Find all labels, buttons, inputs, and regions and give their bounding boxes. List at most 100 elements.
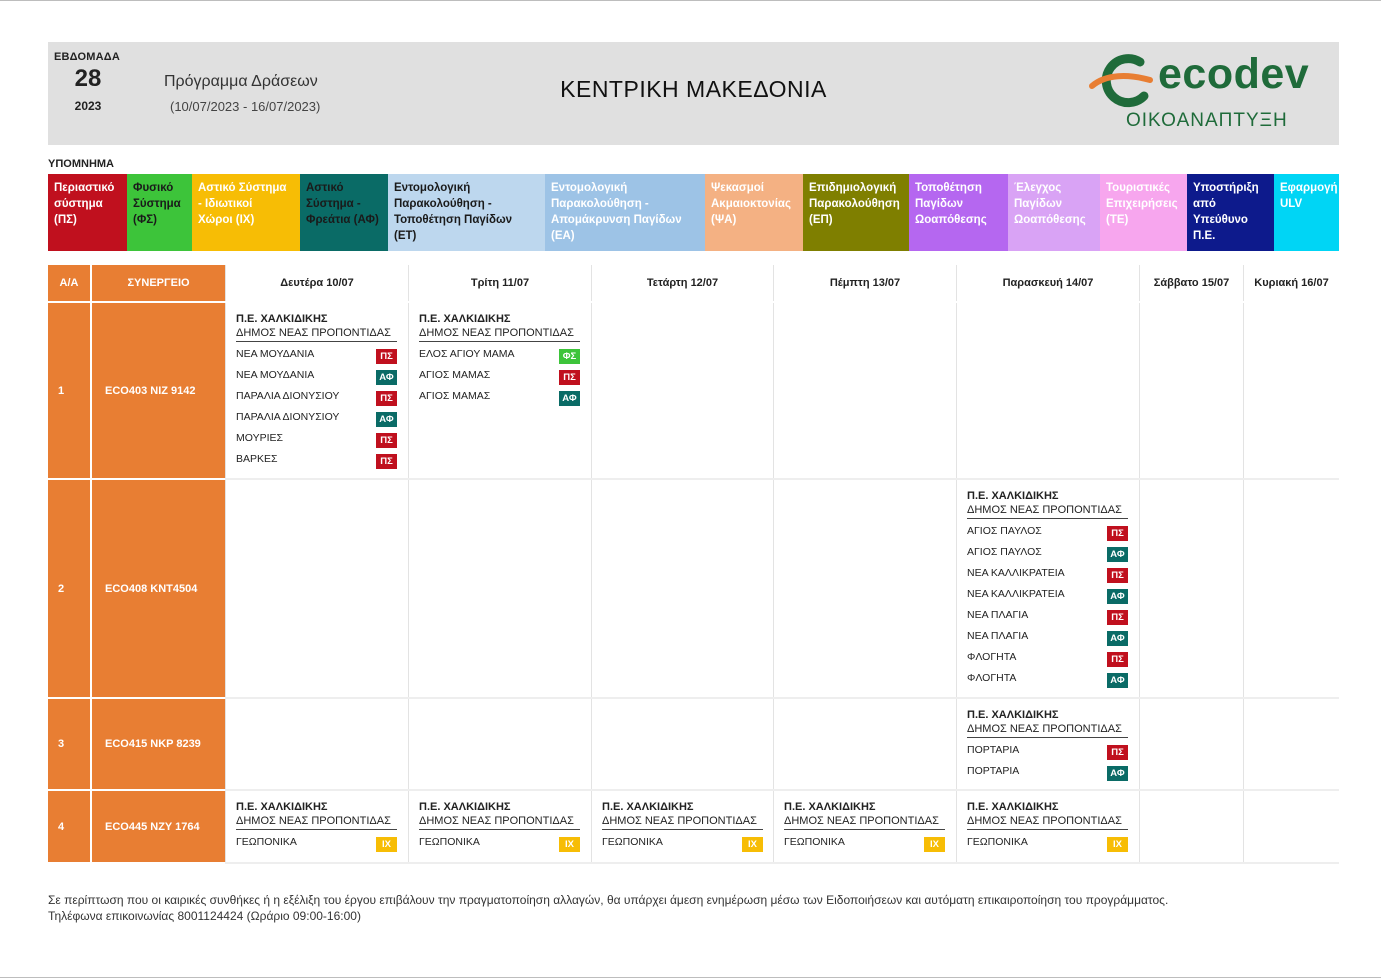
location-entry: ΦΛΟΓΗΤΑ ΠΣ: [967, 651, 1128, 672]
activity-block: Π.Ε. ΧΑΛΚΙΔΙΚΗΣ ΔΗΜΟΣ ΝΕΑΣ ΠΡΟΠΟΝΤΙΔΑΣ ΝΕΑ…: [236, 313, 397, 474]
legend-item-label: Ψεκασμοί: [711, 182, 764, 194]
location-name: ΝΕΑ ΚΑΛΛΙΚΡΑΤΕΙΑ: [967, 567, 1065, 579]
legend-item-label: Χώροι (ΙΧ): [198, 214, 255, 226]
system-badge: ΙΧ: [742, 837, 763, 852]
legend-item-label: Παγίδων: [1014, 198, 1063, 210]
system-badge: ΑΦ: [1107, 673, 1128, 688]
day-cell: [773, 699, 956, 789]
row-number: 1: [48, 303, 90, 478]
legend-item: Εντομολογική Παρακολούθηση - Απομάκρυνση Π…: [545, 174, 705, 251]
system-badge: ΑΦ: [1107, 589, 1128, 604]
legend-item-label: (ΕΠ): [809, 214, 833, 226]
day-cell: Π.Ε. ΧΑΛΚΙΔΙΚΗΣ ΔΗΜΟΣ ΝΕΑΣ ΠΡΟΠΟΝΤΙΔΑΣ ΝΕΑ…: [225, 303, 408, 478]
legend-item: Τουριστικές Επιχειρήσεις (ΤΕ): [1100, 174, 1187, 251]
day-cell: [773, 480, 956, 697]
legend-item-label: Παρακολούθηση -: [394, 198, 492, 210]
day-cell: [1139, 303, 1243, 478]
location-name: ΦΛΟΓΗΤΑ: [967, 651, 1017, 663]
program-title: Πρόγραμμα Δράσεων: [164, 73, 318, 90]
system-badge: ΠΣ: [1107, 745, 1128, 760]
prefecture-label: Π.Ε. ΧΑΛΚΙΔΙΚΗΣ: [602, 801, 694, 813]
location-entry: ΓΕΩΠΟΝΙΚΑ ΙΧ: [967, 836, 1128, 857]
location-entry: ΠΟΡΤΑΡΙΑ ΑΦ: [967, 765, 1128, 786]
legend-item-label: Υπεύθυνο: [1193, 214, 1248, 226]
system-badge: ΙΧ: [924, 837, 945, 852]
location-entry: ΝΕΑ ΠΛΑΓΙΑ ΑΦ: [967, 630, 1128, 651]
activity-block: Π.Ε. ΧΑΛΚΙΔΙΚΗΣ ΔΗΜΟΣ ΝΕΑΣ ΠΡΟΠΟΝΤΙΔΑΣ ΕΛΟ…: [419, 313, 580, 411]
legend-item: Επιδημιολογική Παρακολούθηση (ΕΠ): [803, 174, 909, 251]
legend-item-label: (ΕΑ): [551, 230, 575, 242]
crew-label: ECO415 NKP 8239: [92, 699, 225, 789]
crew-label: ECO445 NZY 1764: [92, 791, 225, 862]
location-name: ΑΓΙΟΣ ΠΑΥΛΟΣ: [967, 546, 1042, 558]
day-cell: Π.Ε. ΧΑΛΚΙΔΙΚΗΣ ΔΗΜΟΣ ΝΕΑΣ ΠΡΟΠΟΝΤΙΔΑΣ ΓΕΩ…: [591, 791, 773, 862]
location-name: ΦΛΟΓΗΤΑ: [967, 672, 1017, 684]
system-badge: ΠΣ: [376, 349, 397, 364]
legend-item-label: Σύστημα: [133, 198, 181, 210]
legend-item: Τοποθέτηση Παγίδων Ωοαπόθεσης: [909, 174, 1008, 251]
row-number: 2: [48, 480, 90, 697]
day-cell: [408, 699, 591, 789]
location-name: ΓΕΩΠΟΝΙΚΑ: [967, 836, 1028, 848]
legend-item-label: σύστημα: [54, 198, 103, 210]
location-entry: ΝΕΑ ΚΑΛΛΙΚΡΑΤΕΙΑ ΑΦ: [967, 588, 1128, 609]
municipality-label: ΔΗΜΟΣ ΝΕΑΣ ΠΡΟΠΟΝΤΙΔΑΣ: [967, 722, 1128, 738]
legend-item-label: (ΤΕ): [1106, 214, 1129, 226]
location-name: ΝΕΑ ΚΑΛΛΙΚΡΑΤΕΙΑ: [967, 588, 1065, 600]
municipality-label: ΔΗΜΟΣ ΝΕΑΣ ΠΡΟΠΟΝΤΙΔΑΣ: [236, 814, 397, 830]
legend-item: Περιαστικό σύστημα (ΠΣ): [48, 174, 127, 251]
activity-block: Π.Ε. ΧΑΛΚΙΔΙΚΗΣ ΔΗΜΟΣ ΝΕΑΣ ΠΡΟΠΟΝΤΙΔΑΣ ΓΕΩ…: [236, 801, 397, 857]
ecodev-logo-mark-icon: [1089, 54, 1153, 108]
municipality-label: ΔΗΜΟΣ ΝΕΑΣ ΠΡΟΠΟΝΤΙΔΑΣ: [419, 326, 580, 342]
location-name: ΓΕΩΠΟΝΙΚΑ: [236, 836, 297, 848]
location-name: ΕΛΟΣ ΑΓΙΟΥ ΜΑΜΑ: [419, 348, 515, 360]
column-header-crew: ΣΥΝΕΡΓΕΙΟ: [92, 265, 225, 301]
location-entry: ΑΓΙΟΣ ΠΑΥΛΟΣ ΠΣ: [967, 525, 1128, 546]
day-cell: Π.Ε. ΧΑΛΚΙΔΙΚΗΣ ΔΗΜΟΣ ΝΕΑΣ ΠΡΟΠΟΝΤΙΔΑΣ ΓΕΩ…: [225, 791, 408, 862]
day-cell: [225, 699, 408, 789]
day-cell: [1243, 699, 1339, 789]
municipality-label: ΔΗΜΟΣ ΝΕΑΣ ΠΡΟΠΟΝΤΙΔΑΣ: [419, 814, 580, 830]
row-number: 4: [48, 791, 90, 862]
table-header-row: Α/Α ΣΥΝΕΡΓΕΙΟ Δευτέρα 10/07 Τρίτη 11/07 Τετά…: [48, 265, 1339, 301]
location-entry: ΝΕΑ ΜΟΥΔΑΝΙΑ ΑΦ: [236, 369, 397, 390]
legend: Περιαστικό σύστημα (ΠΣ) Φυσικό Σύστημα (ΦΣ) Ασ…: [48, 174, 1339, 251]
legend-item-label: από: [1193, 198, 1216, 210]
municipality-label: ΔΗΜΟΣ ΝΕΑΣ ΠΡΟΠΟΝΤΙΔΑΣ: [967, 503, 1128, 519]
day-cell: [956, 303, 1139, 478]
legend-item: Αστικό Σύστημα - Φρεάτια (ΑΦ): [300, 174, 388, 251]
bottom-border: [0, 977, 1381, 978]
location-name: ΓΕΩΠΟΝΙΚΑ: [784, 836, 845, 848]
column-header-aa: Α/Α: [48, 265, 90, 301]
location-name: ΑΓΙΟΣ ΠΑΥΛΟΣ: [967, 525, 1042, 537]
location-name: ΠΟΡΤΑΡΙΑ: [967, 744, 1020, 756]
legend-item: Αστικό Σύστημα - Ιδιωτικοί Χώροι (ΙΧ): [192, 174, 300, 251]
column-header-day: Παρασκευή 14/07: [956, 265, 1139, 301]
region-title: ΚΕΝΤΡΙΚΗ ΜΑΚΕΔΟΝΙΑ: [560, 76, 827, 102]
activity-block: Π.Ε. ΧΑΛΚΙΔΙΚΗΣ ΔΗΜΟΣ ΝΕΑΣ ΠΡΟΠΟΝΤΙΔΑΣ ΓΕΩ…: [602, 801, 763, 857]
week-label: ΕΒΔΟΜΑΔΑ: [54, 51, 121, 63]
day-cell: [1243, 303, 1339, 478]
activity-block: Π.Ε. ΧΑΛΚΙΔΙΚΗΣ ΔΗΜΟΣ ΝΕΑΣ ΠΡΟΠΟΝΤΙΔΑΣ ΓΕΩ…: [967, 801, 1128, 857]
system-badge: ΠΣ: [1107, 610, 1128, 625]
row-divider: [225, 697, 1339, 699]
system-badge: ΙΧ: [559, 837, 580, 852]
day-cell: [591, 480, 773, 697]
activity-block: Π.Ε. ΧΑΛΚΙΔΙΚΗΣ ΔΗΜΟΣ ΝΕΑΣ ΠΡΟΠΟΝΤΙΔΑΣ ΓΕΩ…: [784, 801, 945, 857]
location-entry: ΠΑΡΑΛΙΑ ΔΙΟΝΥΣΙΟΥ ΠΣ: [236, 390, 397, 411]
column-header-day: Πέμπτη 13/07: [773, 265, 956, 301]
table-row: 1 ECO403 NIZ 9142 Π.Ε. ΧΑΛΚΙΔΙΚΗΣ ΔΗΜΟΣ ΝΕΑ…: [48, 303, 1339, 480]
column-header-day: Τρίτη 11/07: [408, 265, 591, 301]
legend-item-label: Τοποθέτηση: [915, 182, 982, 194]
footer-line-2: Τηλέφωνα επικοινωνίας 8001124424 (Ωράριο…: [48, 909, 361, 923]
location-name: ΠΑΡΑΛΙΑ ΔΙΟΝΥΣΙΟΥ: [236, 390, 340, 402]
day-cell: [1139, 699, 1243, 789]
logo-subtitle: ΟΙΚΟΑΝΑΠΤΥΞΗ: [1126, 110, 1288, 131]
legend-item-label: Εντομολογική: [551, 182, 628, 194]
system-badge: ΠΣ: [376, 433, 397, 448]
ecodev-logo: ecodev ΟΙΚΟΑΝΑΠΤΥΞΗ: [1088, 48, 1333, 138]
prefecture-label: Π.Ε. ΧΑΛΚΙΔΙΚΗΣ: [784, 801, 876, 813]
system-badge: ΑΦ: [1107, 547, 1128, 562]
prefecture-label: Π.Ε. ΧΑΛΚΙΔΙΚΗΣ: [419, 313, 511, 325]
municipality-label: ΔΗΜΟΣ ΝΕΑΣ ΠΡΟΠΟΝΤΙΔΑΣ: [784, 814, 945, 830]
